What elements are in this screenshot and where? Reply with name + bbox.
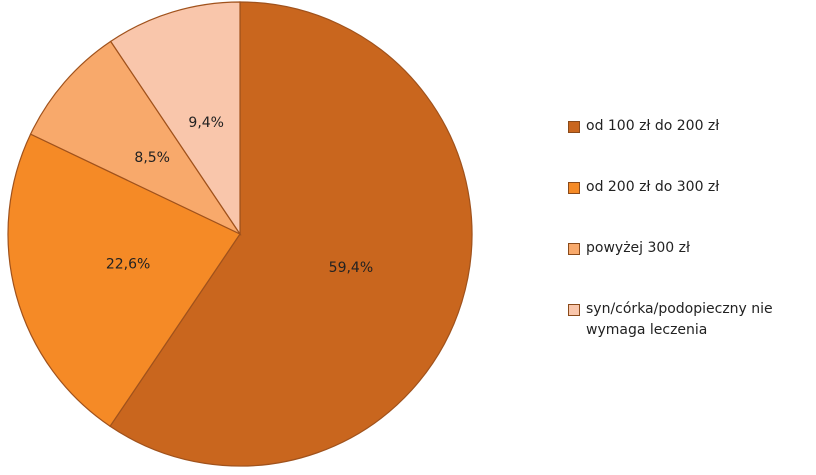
legend-item: od 200 zł do 300 zł: [568, 177, 813, 198]
pie-slice: [29, 40, 242, 236]
legend-label: syn/córka/podopieczny nie wymaga leczeni…: [586, 301, 773, 338]
legend-swatch: [568, 121, 580, 133]
legend-item: od 100 zł do 200 zł: [568, 116, 813, 137]
legend-swatch: [568, 182, 580, 194]
legend-item: powyżej 300 zł: [568, 238, 813, 259]
legend-label: od 100 zł do 200 zł: [586, 118, 720, 134]
data-label: 8,5%: [134, 150, 170, 166]
legend-label: od 200 zł do 300 zł: [586, 179, 720, 195]
data-label: 59,4%: [329, 260, 373, 276]
data-label: 22,6%: [106, 256, 150, 272]
legend: od 100 zł do 200 zł od 200 zł do 300 zł po…: [568, 116, 813, 381]
legend-swatch: [568, 243, 580, 255]
pie-slice: [7, 133, 241, 428]
pie-slice: [109, 1, 241, 236]
pie-slice: [109, 1, 473, 467]
data-label: 9,4%: [188, 115, 224, 131]
legend-item: syn/córka/podopieczny nie wymaga leczeni…: [568, 299, 813, 341]
legend-label: powyżej 300 zł: [586, 240, 690, 256]
legend-swatch: [568, 304, 580, 316]
